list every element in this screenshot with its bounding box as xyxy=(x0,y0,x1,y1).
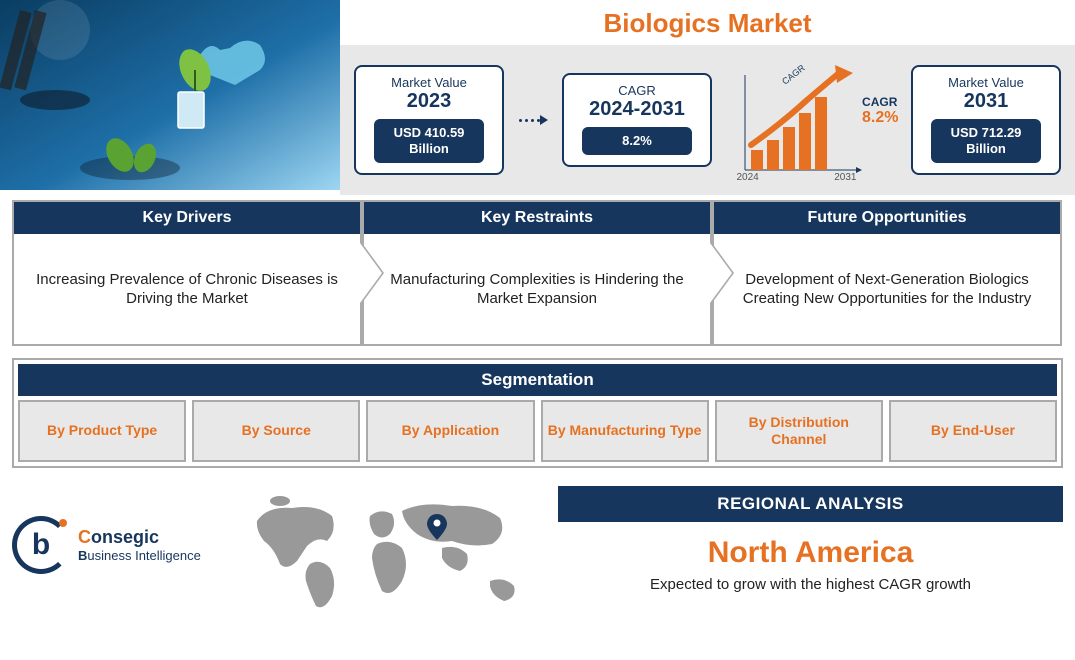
regional-analysis-panel: REGIONAL ANALYSIS North America Expected… xyxy=(542,486,1063,593)
metric-label: Market Value xyxy=(391,75,467,90)
metric-value: USD 410.59 Billion xyxy=(374,119,484,162)
segmentation-header: Segmentation xyxy=(18,364,1057,396)
world-map-icon xyxy=(242,486,542,626)
segment-source: By Source xyxy=(192,400,360,462)
company-logo: b Consegic Business Intelligence xyxy=(12,486,242,574)
segment-end-user: By End-User xyxy=(889,400,1057,462)
cagr-year-end: 2031 xyxy=(834,172,856,183)
segment-manufacturing-type: By Manufacturing Type xyxy=(541,400,709,462)
driver-body: Development of Next-Generation Biologics… xyxy=(714,234,1060,344)
dotted-arrow-icon xyxy=(519,115,548,125)
driver-card-restraints: Key Restraints Manufacturing Complexitie… xyxy=(362,200,712,346)
hero-lab-image xyxy=(0,0,340,190)
top-right-panel: Biologics Market Market Value 2023 USD 4… xyxy=(340,0,1075,190)
metric-year: 2031 xyxy=(964,90,1009,113)
regional-subtitle: Expected to grow with the highest CAGR g… xyxy=(558,576,1063,593)
logo-tagline: usiness Intelligence xyxy=(87,548,200,563)
cagr-growth-chart-icon: CAGR CAGR 8.2% 2024 2031 xyxy=(727,55,897,185)
bottom-section: b Consegic Business Intelligence xyxy=(0,478,1075,636)
logo-word: onsegic xyxy=(91,527,159,547)
logo-letter: B xyxy=(78,548,87,563)
driver-body: Manufacturing Complexities is Hindering … xyxy=(364,234,710,344)
page-title: Biologics Market xyxy=(340,0,1075,45)
svg-text:CAGR: CAGR xyxy=(780,62,807,86)
segmentation-row: By Product Type By Source By Application… xyxy=(18,396,1057,462)
driver-card-drivers: Key Drivers Increasing Prevalence of Chr… xyxy=(12,200,362,346)
regional-title: North America xyxy=(558,522,1063,576)
metric-card-cagr: CAGR 2024-2031 8.2% xyxy=(562,73,712,167)
metric-card-2031: Market Value 2031 USD 712.29 Billion xyxy=(911,65,1061,174)
metric-label: Market Value xyxy=(948,75,1024,90)
driver-header: Future Opportunities xyxy=(714,202,1060,234)
segmentation-section: Segmentation By Product Type By Source B… xyxy=(12,358,1063,468)
driver-header: Key Restraints xyxy=(364,202,710,234)
segment-product-type: By Product Type xyxy=(18,400,186,462)
metric-year: 2023 xyxy=(407,90,452,113)
metric-label: CAGR xyxy=(618,83,656,98)
segment-application: By Application xyxy=(366,400,534,462)
metric-value: USD 712.29 Billion xyxy=(931,119,1041,162)
driver-header: Key Drivers xyxy=(14,202,360,234)
driver-card-opportunities: Future Opportunities Development of Next… xyxy=(712,200,1062,346)
metrics-row: Market Value 2023 USD 410.59 Billion CAG… xyxy=(340,45,1075,195)
cagr-label: CAGR xyxy=(862,95,898,109)
metric-year: 2024-2031 xyxy=(589,98,685,121)
metric-card-2023: Market Value 2023 USD 410.59 Billion xyxy=(354,65,504,174)
cagr-year-start: 2024 xyxy=(737,172,759,183)
metric-value: 8.2% xyxy=(582,127,692,155)
segment-distribution-channel: By Distribution Channel xyxy=(715,400,883,462)
logo-circle-icon: b xyxy=(12,516,70,574)
logo-letter: C xyxy=(78,527,91,547)
regional-header: REGIONAL ANALYSIS xyxy=(558,486,1063,522)
cagr-pct: 8.2% xyxy=(862,109,898,127)
drivers-section: Key Drivers Increasing Prevalence of Chr… xyxy=(0,190,1075,354)
logo-text: Consegic Business Intelligence xyxy=(78,527,201,563)
driver-body: Increasing Prevalence of Chronic Disease… xyxy=(14,234,360,344)
top-section: Biologics Market Market Value 2023 USD 4… xyxy=(0,0,1075,190)
